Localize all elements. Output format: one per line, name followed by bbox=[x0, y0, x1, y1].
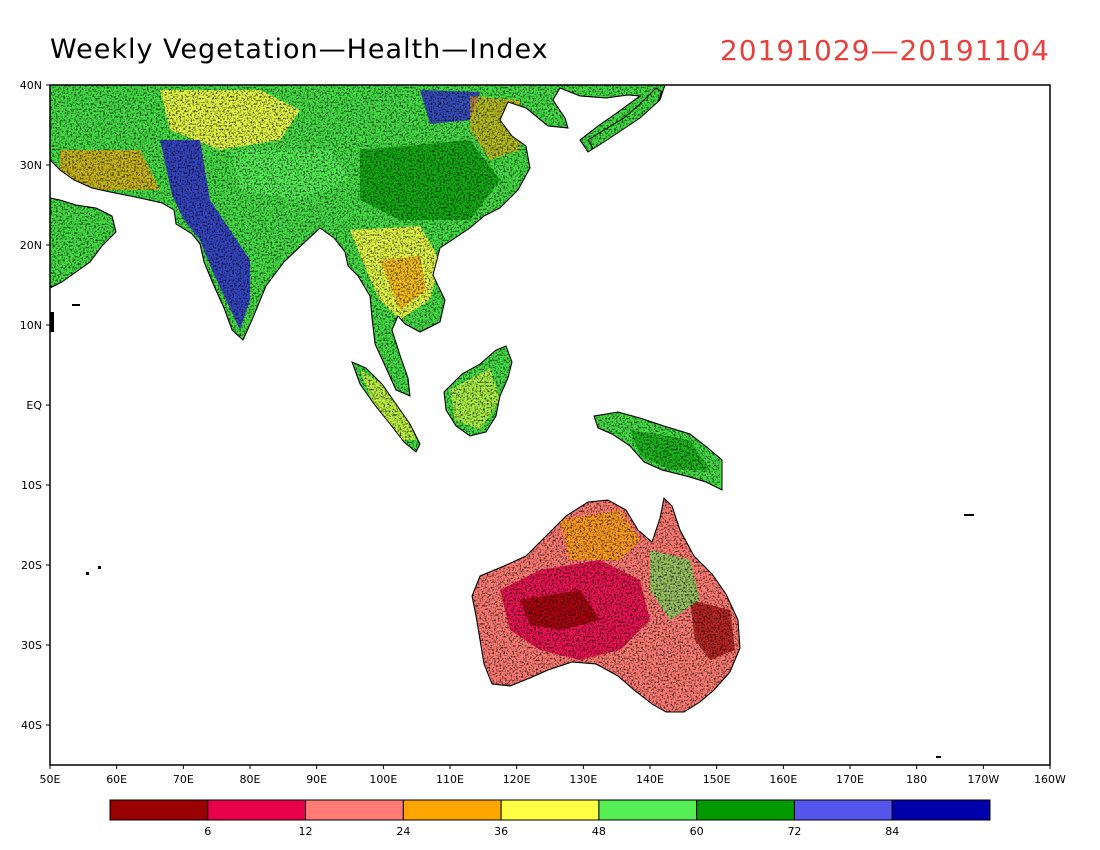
legend-swatch bbox=[598, 799, 698, 821]
legend-swatch bbox=[109, 799, 209, 821]
legend-label: 72 bbox=[787, 825, 801, 838]
lon-tick-label: 120E bbox=[503, 773, 531, 786]
lon-tick-label: 180 bbox=[906, 773, 927, 786]
legend-label: 60 bbox=[690, 825, 704, 838]
lat-tick-label: 40S bbox=[21, 719, 42, 732]
lon-tick-label: 50E bbox=[40, 773, 61, 786]
color-legend: 6 12 24 36 48 60 72 84 bbox=[109, 799, 991, 838]
lat-tick-label: 30N bbox=[20, 159, 42, 172]
latitude-labels: 40N 30N 20N 10N EQ 10S 20S 30S 40S bbox=[20, 79, 50, 732]
lon-tick-label: 150E bbox=[703, 773, 731, 786]
legend-swatch bbox=[500, 799, 600, 821]
lat-tick-label: 10N bbox=[20, 319, 42, 332]
ocean-mask bbox=[50, 85, 1050, 765]
map-title: Weekly Vegetation—Health—Index bbox=[50, 34, 549, 65]
lon-tick-label: 160W bbox=[1034, 773, 1066, 786]
legend-label: 6 bbox=[204, 825, 211, 838]
legend-swatch bbox=[696, 799, 795, 821]
lat-tick-label: 40N bbox=[20, 79, 42, 92]
legend-swatch bbox=[793, 799, 893, 821]
lat-tick-label: 30S bbox=[21, 639, 42, 652]
legend-swatch bbox=[305, 799, 404, 821]
lat-tick-label: EQ bbox=[26, 399, 42, 412]
lon-tick-label: 130E bbox=[569, 773, 597, 786]
lon-tick-label: 140E bbox=[636, 773, 664, 786]
lon-tick-label: 80E bbox=[240, 773, 261, 786]
legend-label: 12 bbox=[299, 825, 313, 838]
lat-tick-label: 20S bbox=[21, 559, 42, 572]
lon-tick-label: 60E bbox=[106, 773, 127, 786]
legend-label: 84 bbox=[885, 825, 899, 838]
legend-label: 24 bbox=[396, 825, 410, 838]
lat-tick-label: 10S bbox=[21, 479, 42, 492]
legend-swatch bbox=[207, 799, 307, 821]
lon-tick-label: 160E bbox=[769, 773, 797, 786]
lon-tick-label: 170E bbox=[836, 773, 864, 786]
coastlines bbox=[50, 85, 741, 713]
legend-label: 48 bbox=[592, 825, 606, 838]
legend-label: 36 bbox=[494, 825, 508, 838]
date-range: 20191029—20191104 bbox=[719, 34, 1050, 67]
longitude-labels: 50E 60E 70E 80E 90E 100E 110E 120E 130E 140E 150E 1… bbox=[40, 765, 1066, 786]
legend-swatch bbox=[891, 799, 991, 821]
small-islands bbox=[50, 304, 974, 758]
lon-tick-label: 110E bbox=[436, 773, 464, 786]
lon-tick-label: 100E bbox=[369, 773, 397, 786]
lon-tick-label: 170W bbox=[967, 773, 999, 786]
lon-tick-label: 90E bbox=[306, 773, 327, 786]
legend-swatch bbox=[402, 799, 502, 821]
lat-tick-label: 20N bbox=[20, 239, 42, 252]
map-frame bbox=[49, 84, 1051, 766]
lon-tick-label: 70E bbox=[173, 773, 194, 786]
